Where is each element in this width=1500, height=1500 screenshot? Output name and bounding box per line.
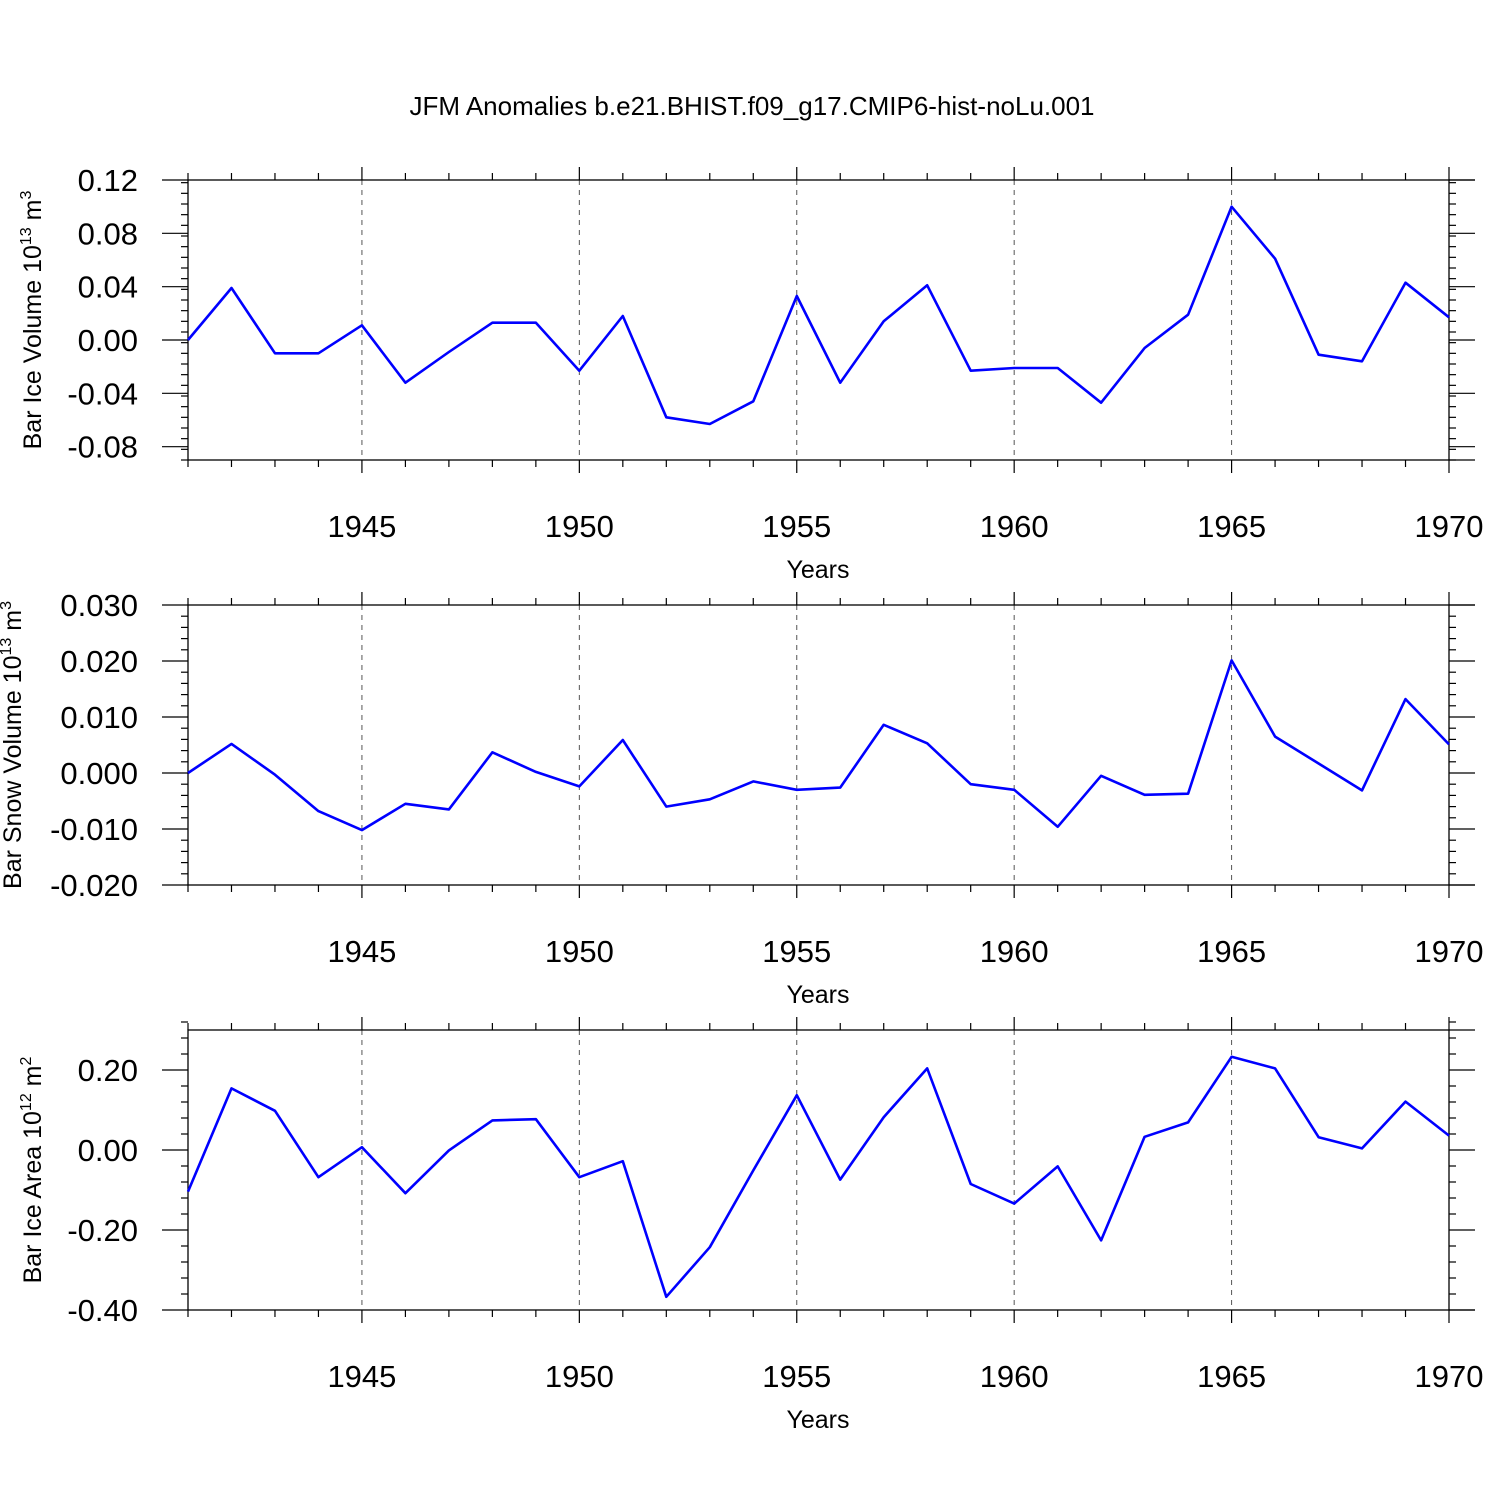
figure-title: JFM Anomalies b.e21.BHIST.f09_g17.CMIP6-… [409,91,1094,121]
y-tick-labels: -0.40 -0.20 0.00 0.20 [67,1053,138,1328]
vertical-grid-lines [361,1030,1233,1310]
y-axis-title: Bar Ice Volume 1013 m3 [18,191,47,450]
y-axis-title-unit-exponent: 2 [18,1057,35,1066]
x-axis-title: Years [786,1406,849,1434]
series-line [186,1055,1450,1299]
panel-ice-volume: -0.08-0.040.000.040.080.12 1945 1950 1955 1… [18,163,1483,584]
y-tick-label: 0.00 [78,1133,138,1168]
y-tick-label: -0.010 [50,812,138,847]
x-tick-label: 1950 [545,934,614,969]
y-axis-title: Bar Ice Area 1012 m2 [18,1057,47,1284]
y-axis-title-exponent: 12 [18,1093,35,1111]
y-axis-title-unit: m [19,200,47,228]
y-tick-label: 0.12 [78,163,138,198]
y-tick-label: 0.020 [60,644,138,679]
x-tick-label: 1945 [327,934,396,969]
y-tick-label: -0.020 [50,868,138,903]
y-tick-label: 0.04 [78,270,138,305]
y-tick-label: -0.04 [67,376,138,411]
y-axis-title: Bar Snow Volume 1013 m3 [0,601,27,889]
x-tick-label: 1955 [762,934,831,969]
x-tick-label: 1960 [980,1359,1049,1394]
y-axis-title-unit: m [19,1066,47,1094]
x-tick-labels: 1945 1950 1955 1960 1965 1970 [327,1359,1483,1394]
x-tick-label: 1960 [980,934,1049,969]
panel-ice-area: -0.40-0.200.000.20 1945 1950 1955 1960 1965 1… [18,1017,1483,1434]
y-tick-label: -0.20 [67,1213,138,1248]
y-tick-label: 0.20 [78,1053,138,1088]
x-tick-label: 1970 [1415,509,1484,544]
y-tick-label: -0.40 [67,1293,138,1328]
x-tick-label: 1945 [327,1359,396,1394]
x-tick-label: 1945 [327,509,396,544]
y-tick-label: 0.000 [60,756,138,791]
x-tick-label: 1965 [1197,934,1266,969]
y-axis-title-unit: m [0,610,27,638]
vertical-grid-lines [361,605,1233,885]
x-tick-labels: 1945 1950 1955 1960 1965 1970 [327,934,1483,969]
x-tick-label: 1965 [1197,1359,1266,1394]
y-axis-title-unit-exponent: 3 [0,601,15,610]
plot-frame [187,1029,1450,1311]
plot-frame [187,604,1450,886]
y-tick-label: 0.00 [78,323,138,358]
y-axis-title-exponent: 13 [18,227,35,245]
y-axis-title-main: Bar Ice Volume 10 [19,245,47,449]
plot-frame [187,179,1450,461]
x-tick-label: 1950 [545,509,614,544]
axis-ticks [162,1017,1475,1323]
x-tick-labels: 1945 1950 1955 1960 1965 1970 [327,509,1483,544]
x-tick-label: 1960 [980,509,1049,544]
vertical-grid-lines [361,180,1233,460]
x-tick-label: 1950 [545,1359,614,1394]
x-tick-label: 1970 [1415,1359,1484,1394]
x-tick-label: 1955 [762,1359,831,1394]
x-tick-label: 1965 [1197,509,1266,544]
axis-ticks [162,167,1475,473]
y-tick-label: 0.08 [78,216,138,251]
x-tick-label: 1970 [1415,934,1484,969]
y-tick-label: -0.08 [67,430,138,465]
x-axis-title: Years [786,981,849,1009]
x-axis-title: Years [786,556,849,584]
axis-ticks [162,592,1475,898]
series-line [187,659,1450,832]
y-tick-label: 0.030 [60,588,138,623]
y-axis-title-unit-exponent: 3 [18,191,35,200]
y-axis-title-exponent: 13 [0,638,15,656]
y-tick-labels: -0.020 -0.010 0.000 0.010 0.020 0.030 [50,588,138,903]
x-tick-label: 1955 [762,509,831,544]
y-axis-title-main: Bar Ice Area 10 [19,1111,47,1283]
y-axis-title-main: Bar Snow Volume 10 [0,656,27,889]
series-line [187,205,1450,426]
y-tick-labels: -0.08 -0.04 0.00 0.04 0.08 0.12 [67,163,138,465]
panel-snow-volume: -0.020 -0.010 0.000 0.010 0.020 0.030 1945 195… [0,588,1483,1009]
y-tick-label: 0.010 [60,700,138,735]
